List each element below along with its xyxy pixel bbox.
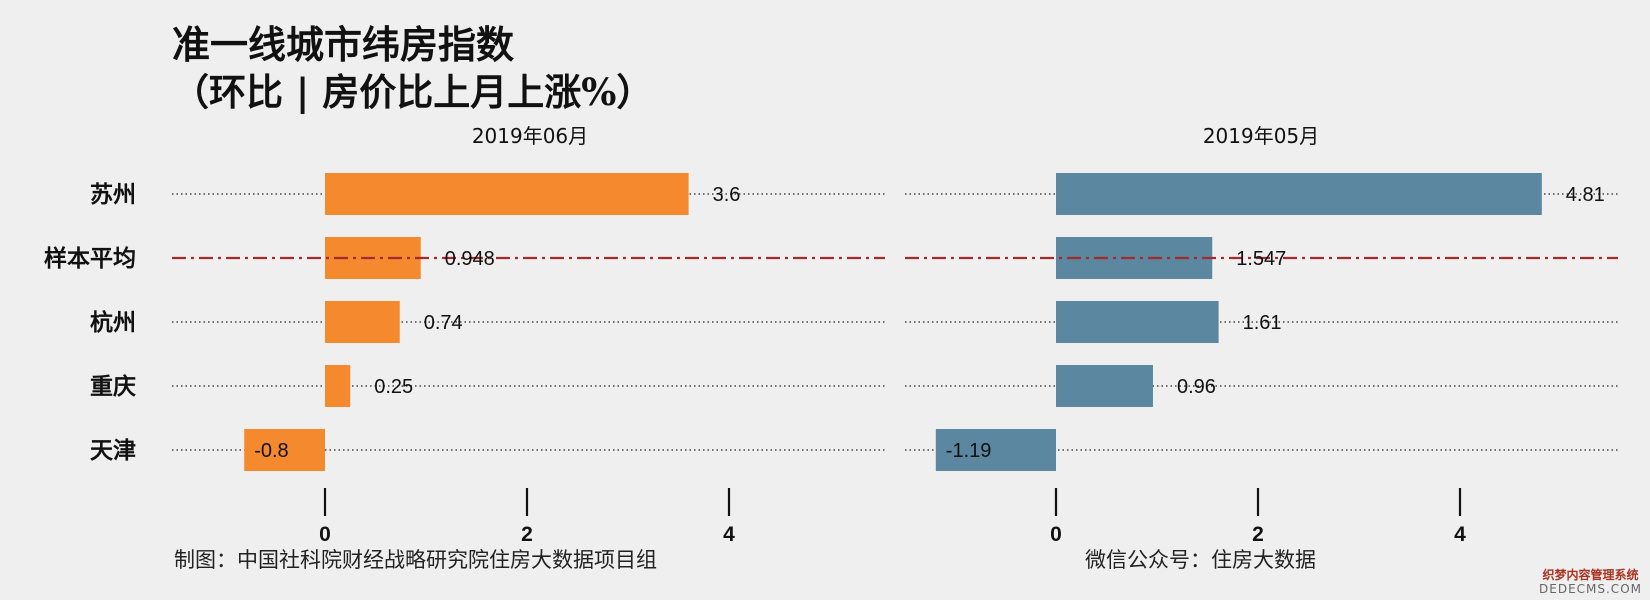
category-label: 样本平均	[44, 245, 136, 272]
footer-credit: 制图：中国社科院财经战略研究院住房大数据项目组	[174, 548, 657, 572]
bar	[1056, 301, 1219, 343]
data-label: 1.547	[1236, 248, 1286, 270]
bar	[325, 365, 351, 407]
panel-title: 2019年05月	[1203, 124, 1319, 148]
category-label: 重庆	[90, 373, 136, 400]
data-label: 4.81	[1566, 184, 1605, 206]
chart-subtitle: （环比 | 房价比上月上涨%）	[172, 70, 654, 114]
data-label: 0.74	[424, 312, 463, 334]
x-tick-label: 4	[723, 523, 735, 546]
panel-title: 2019年06月	[472, 124, 588, 148]
data-label: -1.19	[946, 440, 992, 462]
data-label: 1.61	[1243, 312, 1282, 334]
bar	[244, 429, 325, 471]
bar	[935, 429, 1056, 471]
category-label: 苏州	[90, 181, 136, 208]
category-label: 杭州	[90, 309, 136, 336]
category-label: 天津	[90, 437, 136, 464]
bar	[1056, 365, 1153, 407]
bar	[1056, 173, 1542, 215]
data-label: 0.948	[445, 248, 495, 270]
bar	[325, 301, 400, 343]
bar	[325, 173, 689, 215]
x-tick-label: 2	[521, 523, 533, 546]
x-tick-label: 4	[1454, 523, 1466, 546]
data-label: 3.6	[713, 184, 741, 206]
data-label: 0.25	[374, 376, 413, 398]
data-label: 0.96	[1177, 376, 1216, 398]
watermark-logo: 织梦内容管理系统 DEDECMS.COM	[1539, 568, 1642, 596]
footer-wechat: 微信公众号：住房大数据	[1085, 548, 1316, 572]
watermark-line1: 织梦内容管理系统	[1542, 568, 1639, 582]
chart-title: 准一线城市纬房指数	[172, 22, 515, 67]
x-tick-label: 0	[1050, 523, 1062, 546]
data-label: -0.8	[254, 440, 288, 462]
x-tick-label: 2	[1252, 523, 1264, 546]
x-tick-label: 0	[319, 523, 331, 546]
watermark-line2: DEDECMS.COM	[1539, 582, 1642, 596]
